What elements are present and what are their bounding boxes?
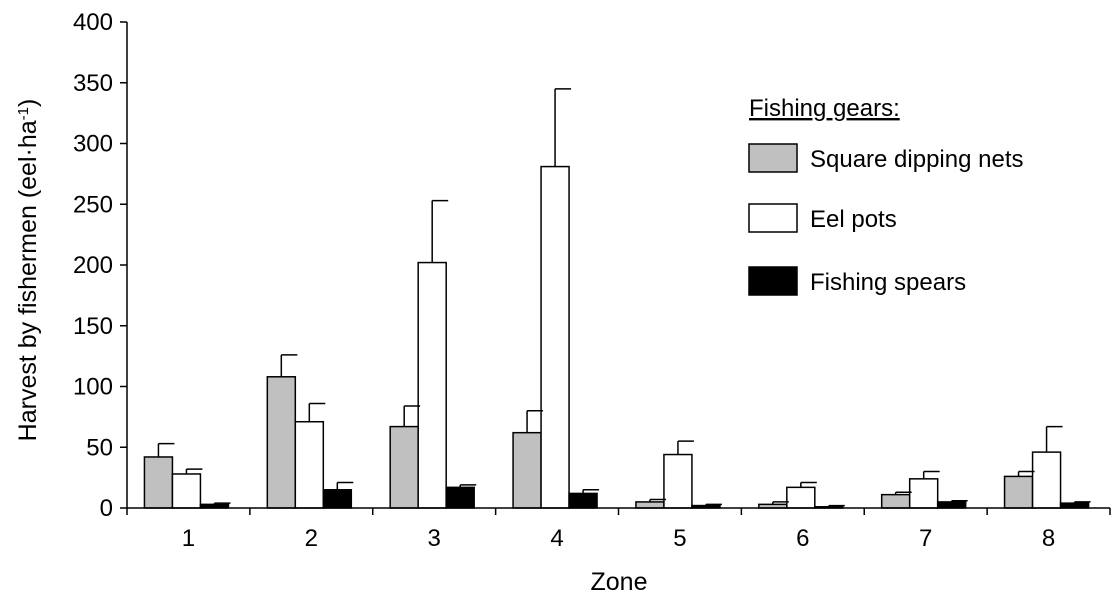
y-tick-label: 200 [73, 252, 113, 279]
bar-eel-pots-zone-6 [786, 486, 816, 509]
bar-fishing-spears-zone-4 [568, 492, 598, 509]
bar-eel-pots-zone-8 [1031, 451, 1062, 509]
y-axis-title-superscript: -1 [15, 107, 32, 120]
legend: Fishing gears: Square dipping nets Eel p… [748, 95, 1024, 296]
y-tick-label: 100 [73, 374, 113, 401]
y-tick-label: 400 [73, 9, 113, 36]
legend-swatch-fishing-spears [748, 266, 798, 296]
x-ticks: 1 2 3 4 5 6 7 8 [126, 508, 1111, 552]
x-axis-title: Zone [591, 568, 648, 596]
x-tick-label: 8 [1042, 525, 1055, 552]
bar-square-dipping-nets-zone-5 [635, 501, 665, 509]
bar-eel-pots-zone-1 [171, 473, 202, 509]
x-tick-label: 2 [305, 525, 318, 552]
y-axis-title-close: ) [14, 99, 42, 107]
y-axis-title-main: Harvest by fishermen (eel·ha [14, 120, 42, 441]
x-tick-label: 6 [796, 525, 809, 552]
y-tick-label: 50 [86, 434, 113, 461]
legend-title: Fishing gears: [749, 95, 900, 122]
bars-layer [143, 165, 1090, 509]
legend-swatch-eel-pots [748, 203, 798, 233]
legend-label-square-dipping-nets: Square dipping nets [810, 146, 1024, 173]
bar-square-dipping-nets-zone-2 [266, 376, 297, 509]
legend-label-eel-pots: Eel pots [810, 206, 897, 233]
error-bars-layer [157, 88, 1091, 507]
bar-eel-pots-zone-4 [540, 165, 570, 509]
y-tick-label: 150 [73, 313, 113, 340]
bar-square-dipping-nets-zone-8 [1003, 475, 1034, 509]
bar-eel-pots-zone-7 [908, 478, 939, 509]
bar-square-dipping-nets-zone-7 [880, 493, 911, 509]
bar-square-dipping-nets-zone-3 [389, 425, 419, 509]
x-tick-label: 5 [673, 525, 686, 552]
y-tick-label: 350 [73, 70, 113, 97]
bar-eel-pots-zone-2 [294, 420, 325, 509]
y-axis-title: Harvest by fishermen (eel·ha-1) [14, 99, 42, 442]
legend-label-fishing-spears: Fishing spears [810, 269, 966, 296]
x-tick-label: 1 [182, 525, 195, 552]
x-tick-label: 4 [550, 525, 563, 552]
bar-fishing-spears-zone-2 [322, 489, 353, 509]
y-ticks: 0 50 100 150 200 250 300 350 400 [73, 9, 127, 522]
x-tick-label: 7 [919, 525, 932, 552]
y-tick-label: 300 [73, 131, 113, 158]
bar-eel-pots-zone-3 [417, 261, 447, 509]
y-tick-label: 0 [100, 495, 113, 522]
bar-fishing-spears-zone-3 [445, 486, 475, 509]
y-tick-label: 250 [73, 191, 113, 218]
bar-fishing-spears-zone-7 [936, 501, 967, 509]
bar-square-dipping-nets-zone-1 [143, 456, 174, 509]
x-tick-label: 3 [428, 525, 441, 552]
bar-square-dipping-nets-zone-4 [512, 431, 542, 509]
legend-swatch-square-dipping-nets [748, 143, 798, 173]
bar-eel-pots-zone-5 [663, 453, 693, 509]
